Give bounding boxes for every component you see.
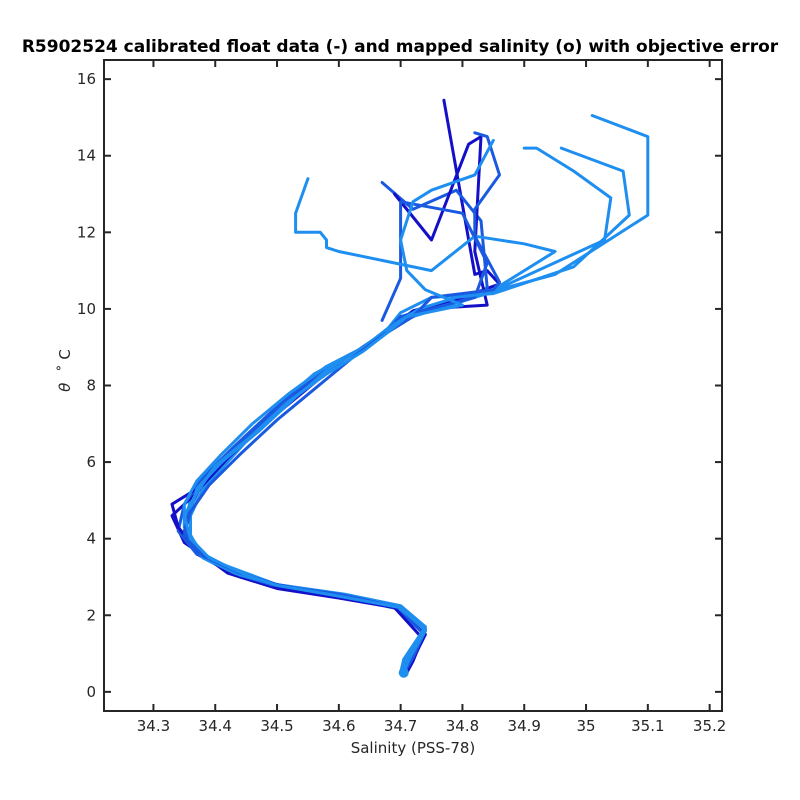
series-layer (170, 98, 650, 678)
y-tick-label: 0 (86, 683, 96, 701)
x-tick-label: 34.8 (446, 717, 479, 735)
profile-line-10 (182, 138, 495, 674)
x-tick-label: 34.5 (260, 717, 293, 735)
y-axis-label: θ ˚ C (56, 349, 74, 392)
mapped-salinity-marker (398, 667, 409, 678)
y-axis-ticks: 0 2 4 6 8 10 12 14 16 (77, 70, 722, 701)
profile-line-2 (170, 98, 501, 675)
profile-line-7 (182, 200, 489, 675)
y-tick-label: 16 (77, 70, 96, 88)
chart-title: R5902524 calibrated float data (-) and m… (22, 37, 779, 57)
y-tick-label: 4 (86, 530, 96, 548)
profile-line-3 (176, 181, 489, 677)
x-tick-label: 34.4 (199, 717, 232, 735)
y-tick-label: 2 (86, 606, 96, 624)
x-axis-ticks: 34.3 34.4 34.5 34.6 34.7 34.8 34.9 35 35.1 35.2 (137, 60, 726, 735)
y-tick-label: 6 (86, 453, 96, 471)
y-tick-label: 8 (86, 377, 96, 395)
x-tick-label: 35 (576, 717, 595, 735)
x-tick-label: 35.2 (693, 717, 726, 735)
x-tick-label: 34.7 (384, 717, 417, 735)
x-tick-label: 35.1 (631, 717, 664, 735)
x-tick-label: 34.6 (322, 717, 355, 735)
y-tick-label: 10 (77, 300, 96, 318)
x-tick-label: 34.3 (137, 717, 170, 735)
x-axis-label: Salinity (PSS-78) (351, 739, 476, 757)
profile-line-6 (182, 146, 613, 675)
axes-box (103, 59, 723, 712)
profile-line-4 (189, 146, 631, 673)
y-axis-unit: ˚ C (56, 349, 74, 372)
y-tick-label: 14 (77, 147, 96, 165)
x-tick-label: 34.9 (508, 717, 541, 735)
y-tick-label: 12 (77, 223, 96, 241)
y-axis-symbol: θ (56, 383, 74, 392)
